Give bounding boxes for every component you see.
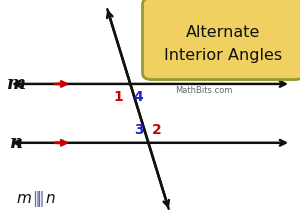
Text: 2: 2 <box>152 123 162 137</box>
Text: $m$: $m$ <box>16 192 32 206</box>
Text: $n$: $n$ <box>45 192 56 206</box>
Text: 3: 3 <box>134 123 143 137</box>
Text: 1: 1 <box>114 90 123 104</box>
Text: $\|$: $\|$ <box>36 189 44 209</box>
Text: MathBits.com: MathBits.com <box>175 86 233 95</box>
Text: 4: 4 <box>133 90 143 104</box>
Text: n: n <box>10 134 23 152</box>
Text: $\|$: $\|$ <box>32 189 40 209</box>
Text: Alternate: Alternate <box>186 25 260 39</box>
Text: m: m <box>7 75 26 93</box>
FancyBboxPatch shape <box>142 0 300 80</box>
Text: Interior Angles: Interior Angles <box>164 48 282 63</box>
